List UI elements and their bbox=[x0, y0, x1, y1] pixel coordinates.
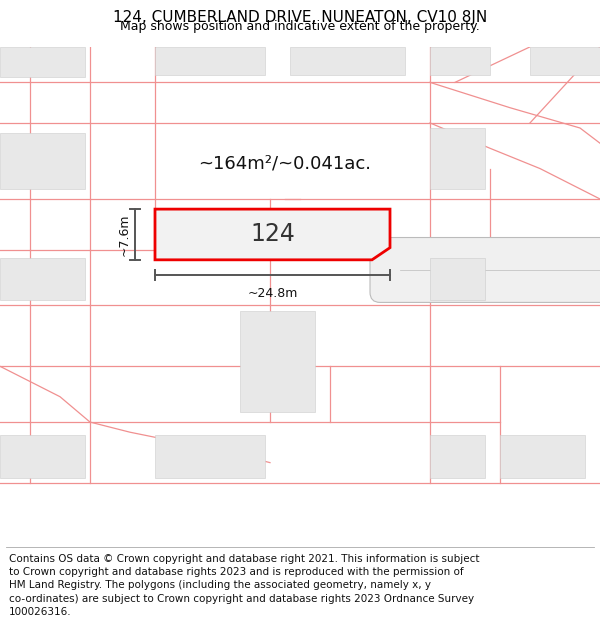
Text: 124: 124 bbox=[250, 222, 295, 246]
Bar bbox=[0, 435, 85, 478]
Text: ~24.8m: ~24.8m bbox=[247, 288, 298, 300]
Text: Map shows position and indicative extent of the property.: Map shows position and indicative extent… bbox=[120, 20, 480, 32]
Bar bbox=[530, 47, 600, 75]
Bar bbox=[430, 128, 485, 189]
Text: Contains OS data © Crown copyright and database right 2021. This information is : Contains OS data © Crown copyright and d… bbox=[9, 554, 479, 564]
Bar bbox=[430, 435, 485, 478]
Text: to Crown copyright and database rights 2023 and is reproduced with the permissio: to Crown copyright and database rights 2… bbox=[9, 567, 464, 577]
Bar bbox=[155, 47, 265, 75]
FancyBboxPatch shape bbox=[370, 238, 600, 302]
Text: ~164m²/~0.041ac.: ~164m²/~0.041ac. bbox=[199, 154, 371, 173]
Bar bbox=[290, 47, 405, 75]
Bar bbox=[0, 133, 85, 189]
Bar bbox=[155, 435, 265, 478]
Text: ~7.6m: ~7.6m bbox=[118, 213, 131, 256]
Bar bbox=[430, 47, 490, 75]
Bar bbox=[0, 258, 85, 301]
Text: 124, CUMBERLAND DRIVE, NUNEATON, CV10 8JN: 124, CUMBERLAND DRIVE, NUNEATON, CV10 8J… bbox=[113, 10, 487, 25]
Bar bbox=[0, 47, 85, 78]
Bar bbox=[240, 311, 315, 412]
Bar bbox=[430, 258, 485, 301]
Bar bbox=[500, 435, 585, 478]
Text: HM Land Registry. The polygons (including the associated geometry, namely x, y: HM Land Registry. The polygons (includin… bbox=[9, 580, 431, 590]
Text: co-ordinates) are subject to Crown copyright and database rights 2023 Ordnance S: co-ordinates) are subject to Crown copyr… bbox=[9, 594, 474, 604]
Text: 100026316.: 100026316. bbox=[9, 607, 71, 617]
Polygon shape bbox=[155, 209, 390, 260]
